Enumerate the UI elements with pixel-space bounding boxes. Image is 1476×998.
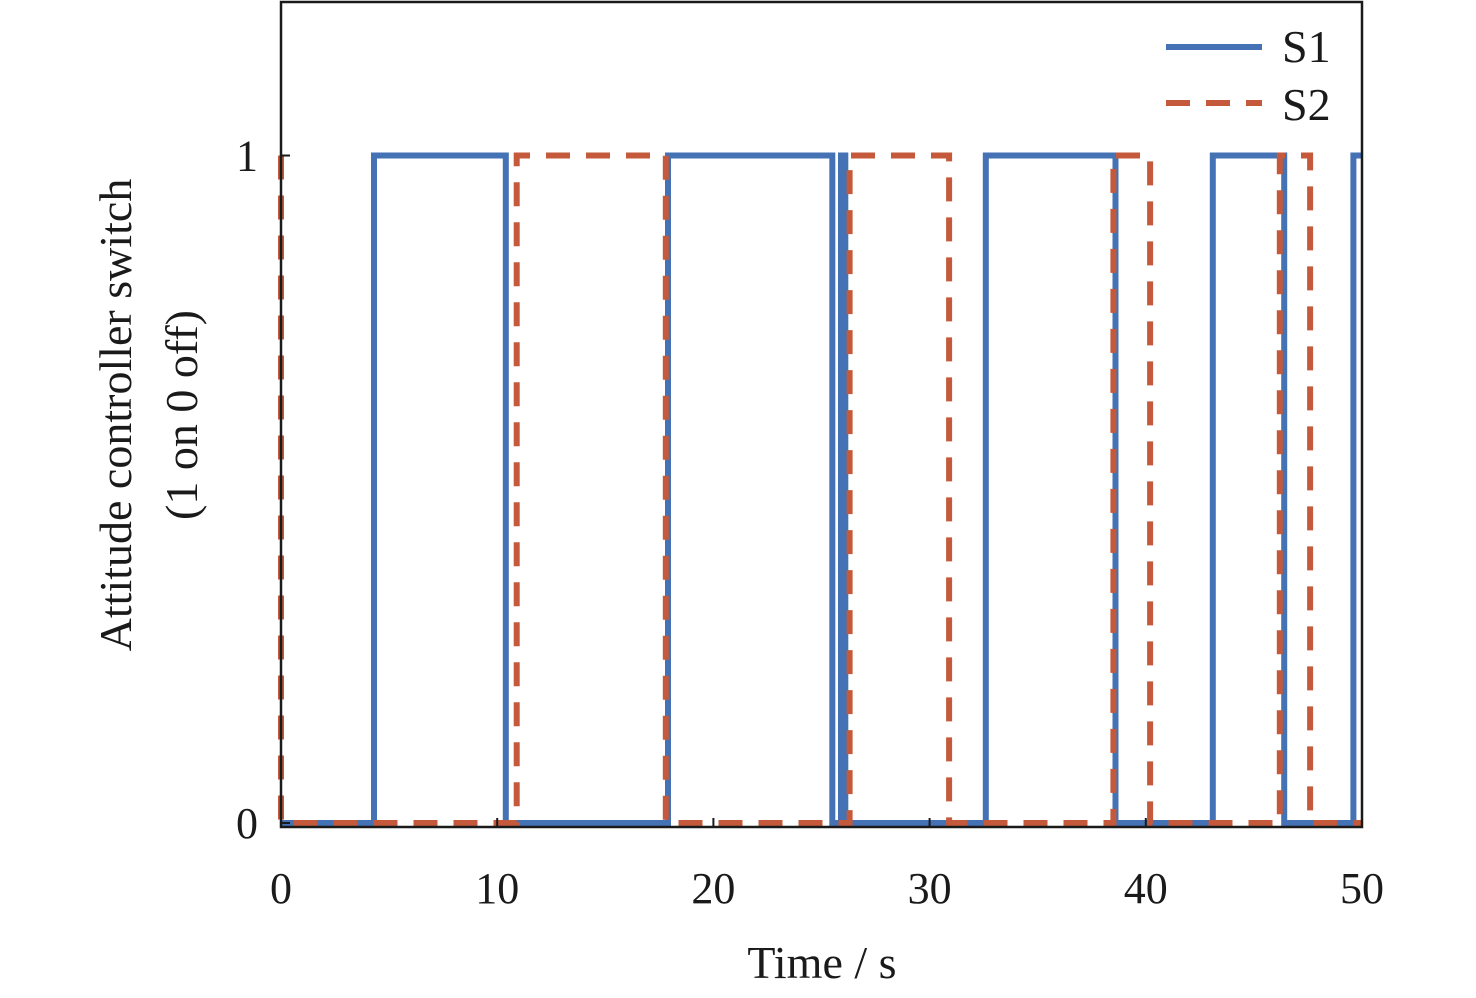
y-axis-label-line-2: (1 on 0 off) [156,310,207,520]
y-axis-label: Attitude controller switch (1 on 0 off) [90,179,207,652]
legend-label-s1: S1 [1282,21,1331,72]
x-tick-label: 50 [1340,864,1384,913]
y-tick-label: 0 [236,799,258,848]
x-axis-label: Time / s [747,937,896,988]
x-tick-label: 10 [475,864,519,913]
ticks-layer: 0 10 20 30 40 50 0 1 [236,132,1384,913]
y-axis-label-line-1: Attitude controller switch [90,179,141,652]
x-tick-label: 20 [691,864,735,913]
series-layer [278,152,1362,826]
legend-label-s2: S2 [1282,79,1331,130]
x-tick-label: 30 [908,864,952,913]
y-tick-label: 1 [236,132,258,181]
plot-frame [279,0,1364,829]
x-tick-label: 0 [270,864,292,913]
legend: S1 S2 [1166,21,1331,130]
x-tick-label: 40 [1124,864,1168,913]
series-line-s1 [281,152,1362,826]
series-line-s2 [278,152,1362,826]
